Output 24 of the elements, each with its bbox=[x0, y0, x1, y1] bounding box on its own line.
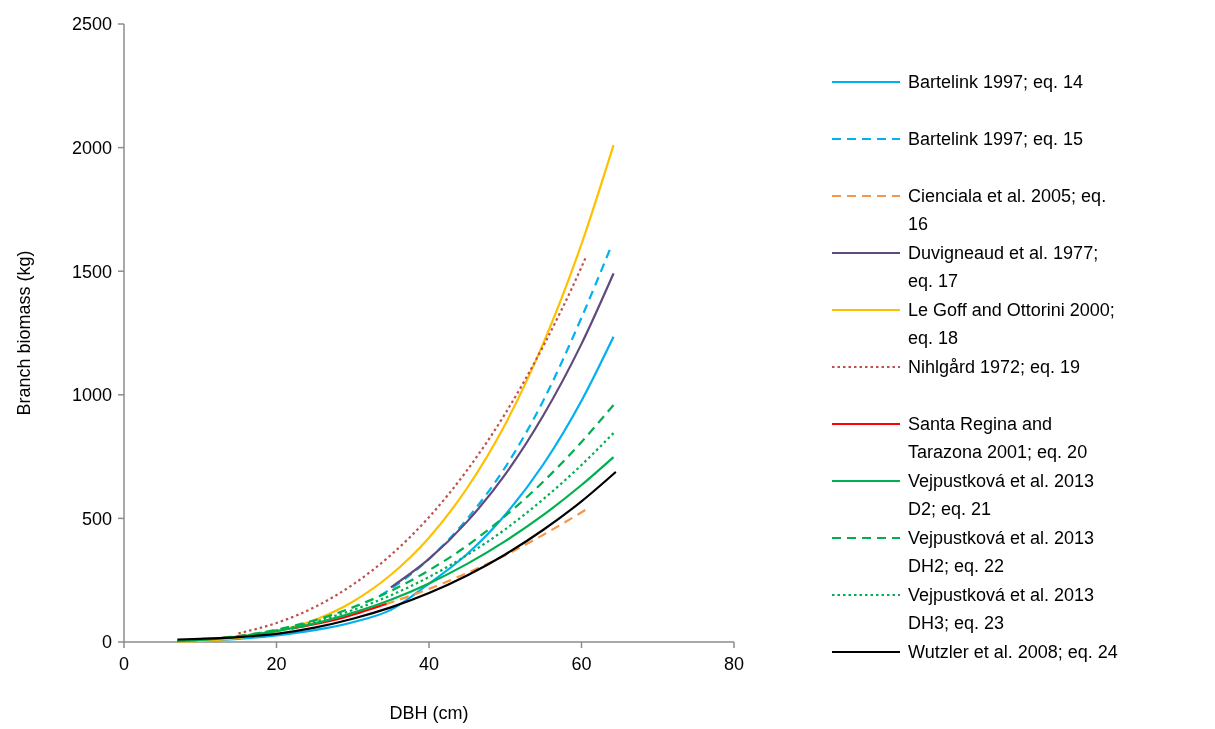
x-tick-label: 40 bbox=[418, 654, 440, 674]
legend-label: Wutzler et al. 2008; eq. 24 bbox=[908, 642, 1118, 662]
legend-label: Bartelink 1997; eq. 14 bbox=[908, 72, 1084, 92]
x-axis-title: DBH (cm) bbox=[389, 703, 469, 723]
y-tick-label: 1000 bbox=[71, 385, 112, 406]
y-tick-label: 1500 bbox=[71, 261, 112, 282]
x-tick-label: 0 bbox=[118, 654, 130, 674]
legend-label: Vejpustková et al. 2013 DH2; eq. 22 bbox=[908, 528, 1095, 576]
y-tick-label: 2000 bbox=[71, 137, 112, 158]
y-tick-label: 0 bbox=[101, 632, 112, 653]
y-tick-label: 2500 bbox=[71, 14, 112, 35]
legend-label: Vejpustková et al. 2013 D2; eq. 21 bbox=[908, 471, 1095, 519]
legend-label: Nihlgård 1972; eq. 19 bbox=[908, 357, 1081, 377]
legend-label: Duvigneaud et al. 1977; eq. 17 bbox=[908, 243, 1099, 291]
legend-label: Cienciala et al. 2005; eq. 16 bbox=[908, 186, 1107, 234]
legend-label: Santa Regina and Tarazona 2001; eq. 20 bbox=[908, 414, 1088, 462]
x-tick-label: 20 bbox=[266, 654, 287, 674]
y-axis-title: Branch biomass (kg) bbox=[14, 250, 34, 416]
legend-label: Le Goff and Ottorini 2000; eq. 18 bbox=[908, 300, 1115, 348]
x-tick-label: 80 bbox=[723, 654, 745, 674]
x-tick-label: 60 bbox=[571, 654, 592, 674]
legend-label: Bartelink 1997; eq. 15 bbox=[908, 129, 1084, 149]
y-tick-label: 500 bbox=[81, 508, 112, 529]
legend-label: Vejpustková et al. 2013 DH3; eq. 23 bbox=[908, 585, 1095, 633]
